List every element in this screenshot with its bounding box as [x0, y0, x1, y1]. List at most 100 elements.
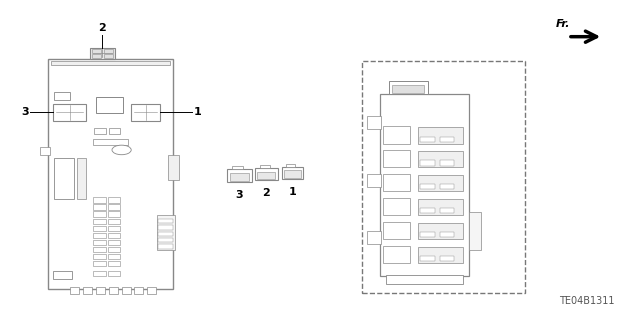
Bar — [53, 271, 72, 279]
Bar — [257, 172, 275, 179]
Bar — [108, 254, 120, 259]
Bar — [93, 211, 106, 217]
Bar — [108, 261, 120, 266]
Bar — [420, 208, 435, 213]
Bar — [383, 246, 410, 263]
Text: 1: 1 — [194, 108, 202, 117]
Bar — [282, 167, 303, 179]
Bar — [440, 208, 454, 213]
Text: 3: 3 — [236, 190, 243, 200]
Bar — [93, 261, 106, 266]
Bar — [367, 116, 381, 129]
Bar — [362, 61, 525, 293]
Bar — [440, 232, 454, 237]
Bar — [92, 54, 101, 58]
Bar — [93, 204, 106, 210]
Bar — [134, 287, 143, 294]
Bar — [108, 233, 120, 238]
Bar — [147, 287, 156, 294]
Bar — [48, 59, 173, 289]
Bar — [383, 174, 410, 191]
Bar — [383, 126, 410, 144]
Bar — [108, 204, 120, 210]
Bar — [92, 49, 101, 53]
Bar — [70, 287, 79, 294]
Bar — [93, 219, 106, 224]
Bar — [77, 158, 86, 199]
Bar — [93, 247, 106, 252]
Bar — [168, 155, 179, 180]
Bar — [418, 247, 463, 263]
Bar — [108, 271, 120, 276]
Bar — [418, 127, 463, 144]
Text: 2: 2 — [99, 23, 106, 33]
Bar — [440, 137, 454, 142]
Bar — [420, 160, 435, 166]
Bar — [54, 92, 70, 100]
Bar — [386, 275, 463, 284]
Bar — [104, 49, 113, 53]
Bar — [392, 85, 424, 93]
Bar — [104, 54, 113, 58]
Bar — [418, 223, 463, 239]
Bar — [420, 137, 435, 142]
Bar — [131, 104, 160, 121]
Bar — [109, 128, 120, 134]
Bar — [93, 139, 128, 145]
Bar — [383, 198, 410, 215]
Bar — [383, 150, 410, 167]
Bar — [418, 151, 463, 167]
Bar — [380, 94, 469, 276]
Text: TE04B1311: TE04B1311 — [559, 296, 614, 306]
Bar — [40, 147, 50, 155]
Bar — [420, 184, 435, 189]
Bar — [51, 61, 170, 65]
Bar — [93, 271, 106, 276]
Bar — [108, 240, 120, 245]
Bar — [54, 158, 74, 199]
Bar — [93, 233, 106, 238]
Bar — [383, 222, 410, 239]
Bar — [96, 287, 105, 294]
Bar — [158, 244, 173, 249]
Bar — [230, 173, 249, 181]
Bar — [367, 174, 381, 187]
Bar — [53, 104, 86, 121]
Bar — [232, 166, 243, 169]
Bar — [284, 170, 301, 178]
Bar — [157, 215, 175, 250]
Bar — [367, 231, 381, 244]
Bar — [158, 219, 173, 223]
Bar — [260, 165, 270, 168]
Bar — [90, 48, 115, 59]
Bar — [83, 287, 92, 294]
Bar — [158, 225, 173, 230]
Bar — [108, 226, 120, 231]
Bar — [122, 287, 131, 294]
Bar — [389, 81, 428, 94]
Bar — [93, 254, 106, 259]
Bar — [158, 238, 173, 242]
Bar — [420, 256, 435, 261]
Bar — [108, 219, 120, 224]
Text: 1: 1 — [289, 187, 296, 197]
Bar — [109, 287, 118, 294]
Bar — [469, 212, 481, 250]
Bar — [440, 160, 454, 166]
Bar — [418, 175, 463, 191]
Bar — [158, 232, 173, 236]
Text: 2: 2 — [262, 188, 270, 198]
Bar — [108, 197, 120, 203]
Bar — [418, 199, 463, 215]
Bar — [440, 256, 454, 261]
Circle shape — [112, 145, 131, 155]
Bar — [286, 164, 295, 167]
Text: 3: 3 — [21, 108, 29, 117]
Bar — [420, 232, 435, 237]
Bar — [108, 247, 120, 252]
Bar — [93, 240, 106, 245]
Bar — [227, 169, 252, 182]
Bar — [93, 226, 106, 231]
Text: Fr.: Fr. — [556, 19, 570, 29]
Bar — [108, 211, 120, 217]
